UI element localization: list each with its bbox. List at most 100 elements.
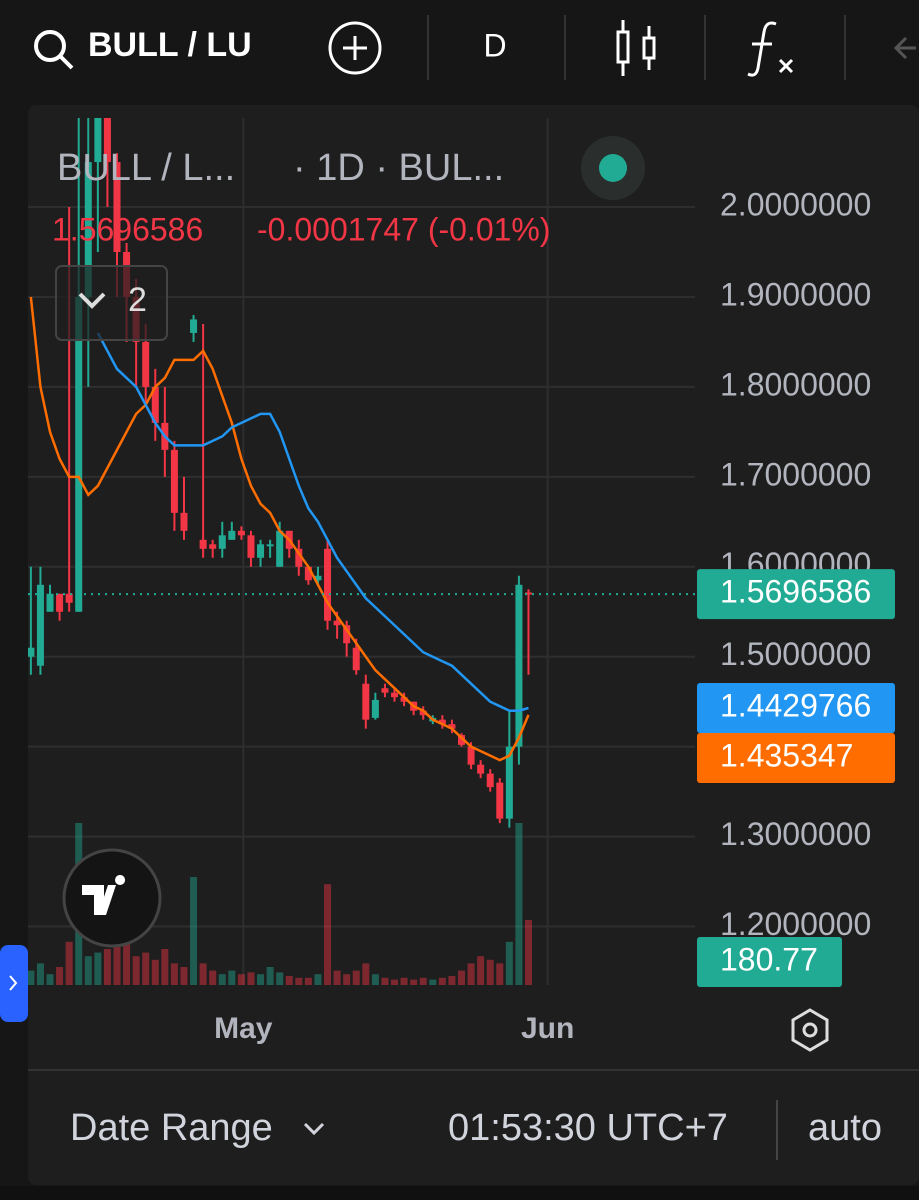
candle-body <box>486 773 494 788</box>
legend-close: 1.5696586 <box>52 211 203 247</box>
scale-mode[interactable]: auto <box>808 1107 882 1149</box>
candle-body <box>333 620 341 626</box>
indicators-count: 2 <box>128 281 147 319</box>
y-tick-label: 2.0000000 <box>720 186 871 222</box>
x-tick-label: May <box>214 1012 273 1045</box>
volume-bar <box>362 963 370 985</box>
y-tick-label: 1.7000000 <box>720 456 871 492</box>
candle-body <box>352 647 360 671</box>
volume-bar <box>28 970 35 985</box>
price-badge-label: 1.5696586 <box>720 574 871 610</box>
volume-bar <box>257 974 265 985</box>
ma-line <box>29 296 530 762</box>
candle-body <box>438 719 446 725</box>
volume-bar <box>458 970 466 985</box>
indicators-icon[interactable] <box>747 21 794 77</box>
status-dot <box>599 154 627 182</box>
candle-body <box>391 692 399 698</box>
volume-bar <box>247 972 255 985</box>
search-icon[interactable] <box>34 30 74 70</box>
x-tick-label: Jun <box>521 1012 574 1045</box>
volume-bar <box>448 976 456 985</box>
volume-bar <box>190 877 198 985</box>
price-badge-label: 1.435347 <box>720 737 853 773</box>
volume-bar <box>65 941 73 985</box>
clock: 01:53:30 UTC+7 <box>448 1107 728 1149</box>
candle-body <box>419 710 427 716</box>
candle-body <box>180 512 188 531</box>
ma-line <box>96 332 529 712</box>
legend-details: · 1D · BUL... <box>293 147 504 189</box>
volume-bar <box>419 977 427 985</box>
indicators-toggle[interactable] <box>55 265 168 341</box>
volume-bar <box>180 967 188 985</box>
candle-body <box>75 296 83 612</box>
legend-change: -0.0001747 (-0.01%) <box>257 211 551 247</box>
back-icon[interactable] <box>893 36 916 60</box>
candle-body <box>381 688 389 693</box>
candle-body <box>237 530 245 536</box>
add-button[interactable] <box>328 21 382 75</box>
volume-bar <box>381 977 389 985</box>
y-tick-label: 1.9000000 <box>720 276 871 312</box>
candle-body <box>103 118 111 163</box>
chevron <box>78 292 106 309</box>
side-tab[interactable] <box>0 945 28 1022</box>
volume-bar <box>199 963 207 985</box>
date-range[interactable]: Date Range <box>70 1107 273 1149</box>
volume-bar <box>56 967 64 985</box>
candle-body <box>247 535 255 558</box>
logo-mark <box>82 875 126 915</box>
volume-bar <box>486 959 494 985</box>
interval[interactable]: D <box>483 27 506 63</box>
volume-bar <box>266 967 274 985</box>
volume-bar <box>103 949 111 985</box>
price-badge <box>697 937 842 987</box>
volume-bar <box>371 974 379 985</box>
candle-body <box>36 584 44 666</box>
candle-body <box>448 724 456 729</box>
logo[interactable] <box>62 848 162 948</box>
volume-bar <box>505 941 513 985</box>
volume-bar <box>524 919 532 985</box>
candle-body <box>113 162 121 253</box>
candle-body <box>362 683 370 720</box>
price-badge-label: 1.4429766 <box>720 687 871 723</box>
volume-bar <box>84 956 92 985</box>
volume-bar <box>314 974 322 985</box>
side-tab-arrow <box>9 975 18 991</box>
chart-type-icon[interactable] <box>616 20 656 76</box>
volume-bar <box>151 959 159 985</box>
candle-body <box>142 341 150 387</box>
volume-bar <box>496 963 504 985</box>
y-tick-label: 1.5000000 <box>720 636 871 672</box>
candle-body <box>295 548 303 567</box>
y-tick-label: 1.2000000 <box>720 906 871 942</box>
volume-bar <box>410 979 418 985</box>
candle-body <box>324 548 332 621</box>
volume-bar <box>304 977 312 985</box>
volume-bar <box>276 972 284 985</box>
symbol[interactable]: BULL / LU <box>88 26 252 64</box>
volume-bar <box>343 974 351 985</box>
volume-bar <box>333 970 341 985</box>
candle-body <box>266 544 274 547</box>
y-tick-label: 1.8000000 <box>720 366 871 402</box>
candle-body <box>46 593 54 612</box>
candle-body <box>458 734 466 745</box>
candle-body <box>314 575 322 581</box>
volume-bar <box>515 823 523 985</box>
legend-symbol: BULL / L... <box>57 147 235 189</box>
settings-icon[interactable] <box>791 1008 829 1052</box>
volume-bar <box>429 979 437 985</box>
candle-body <box>343 625 351 644</box>
volume-bar <box>36 963 44 985</box>
price-badge <box>697 569 895 620</box>
date-range-chevron <box>303 1122 325 1136</box>
candle-body <box>94 118 102 163</box>
bottom-strip <box>0 1186 919 1200</box>
candle-body <box>477 764 485 774</box>
volume-bar <box>209 970 217 985</box>
volume-bar <box>218 974 226 985</box>
